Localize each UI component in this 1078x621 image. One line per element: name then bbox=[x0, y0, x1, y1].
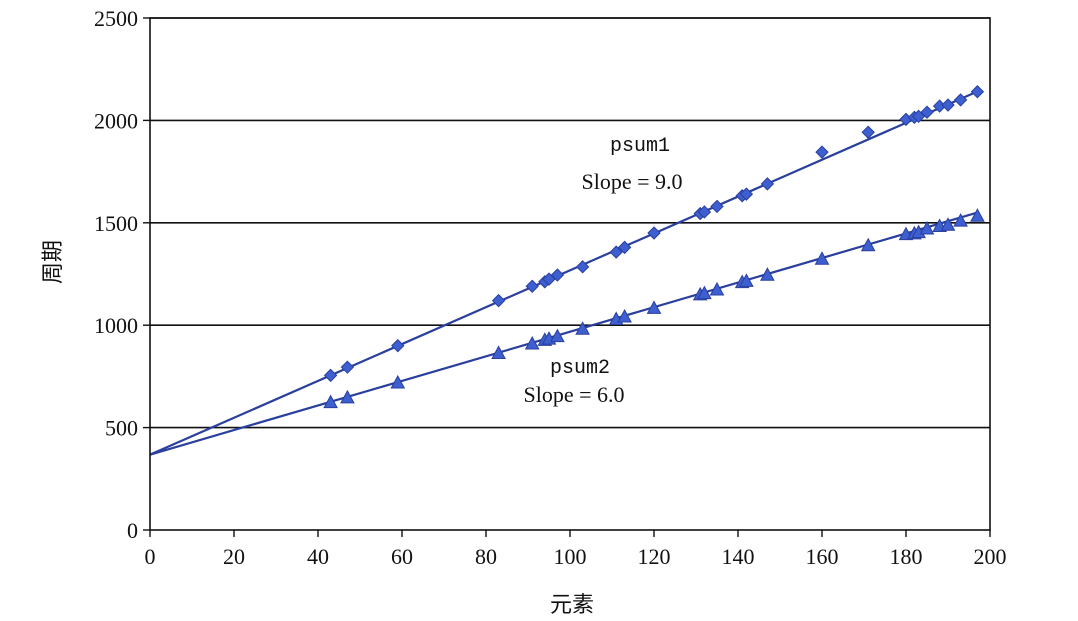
psum1-point-14 bbox=[710, 199, 724, 214]
psum2-point-4 bbox=[524, 335, 540, 350]
psum2-point-26 bbox=[953, 213, 968, 227]
psum2-point-17 bbox=[760, 267, 775, 281]
tick-label-x-100: 100 bbox=[554, 544, 587, 569]
psum1-point-3 bbox=[491, 293, 506, 308]
psum1-label: psum1 bbox=[610, 135, 670, 158]
psum1-point-16 bbox=[739, 187, 754, 201]
psum2-point-16 bbox=[739, 273, 754, 287]
tick-label-y-2000: 2000 bbox=[94, 108, 138, 133]
psum2-point-10 bbox=[617, 308, 632, 323]
psum2-point-11 bbox=[646, 300, 662, 314]
psum1-point-23 bbox=[920, 105, 934, 119]
x-axis-title: 元素 bbox=[550, 593, 594, 618]
tick-label-x-0: 0 bbox=[145, 544, 156, 569]
psum1-point-1 bbox=[340, 360, 355, 374]
psum1-point-2 bbox=[391, 338, 405, 353]
psum2-point-13 bbox=[697, 285, 712, 300]
psum1-point-7 bbox=[550, 268, 565, 282]
tick-label-x-120: 120 bbox=[638, 544, 671, 569]
tick-label-x-160: 160 bbox=[806, 544, 839, 569]
tick-label-x-180: 180 bbox=[890, 544, 923, 569]
psum1-point-8 bbox=[575, 260, 590, 274]
psum1-point-17 bbox=[760, 177, 775, 191]
psum1-point-0 bbox=[323, 368, 338, 383]
psum2-point-8 bbox=[575, 321, 590, 335]
plot-frame bbox=[149, 17, 991, 531]
tick-label-x-80: 80 bbox=[475, 544, 497, 569]
tick-label-x-60: 60 bbox=[391, 544, 413, 569]
psum2-point-23 bbox=[919, 220, 935, 235]
psum2-label: psum2 bbox=[550, 357, 610, 380]
tick-label-y-0: 0 bbox=[127, 518, 138, 543]
psum1-point-19 bbox=[861, 125, 875, 139]
psum2-point-19 bbox=[860, 237, 876, 252]
tick-label-x-200: 200 bbox=[974, 544, 1007, 569]
psum1-point-26 bbox=[953, 93, 968, 107]
axes bbox=[143, 17, 991, 537]
tick-label-x-40: 40 bbox=[307, 544, 329, 569]
tick-label-y-1000: 1000 bbox=[94, 313, 138, 338]
psum1-point-25 bbox=[941, 98, 955, 112]
psum1-point-27 bbox=[970, 85, 985, 99]
psum2-point-7 bbox=[550, 328, 565, 343]
psum1-fit-line bbox=[149, 90, 978, 456]
tick-labels: 0 500 1000 1500 2000 2500 0 20 40 60 80 100 120 140 16… bbox=[94, 6, 1007, 569]
psum2-point-3 bbox=[491, 345, 506, 359]
psum2-point-1 bbox=[340, 389, 355, 404]
psum2-point-18 bbox=[814, 251, 830, 265]
y-axis-title: 周期 bbox=[41, 240, 66, 284]
psum2-fit-line bbox=[149, 211, 978, 456]
tick-label-x-140: 140 bbox=[722, 544, 755, 569]
series-layer bbox=[149, 85, 985, 456]
psum2-point-14 bbox=[709, 281, 725, 296]
psum2-point-2 bbox=[390, 374, 406, 389]
psum1-slope-label: Slope = 9.0 bbox=[581, 169, 682, 194]
psum2-slope-label: Slope = 6.0 bbox=[523, 382, 624, 407]
series-psum1 bbox=[149, 85, 985, 456]
series-psum2 bbox=[149, 208, 985, 456]
psum1-point-4 bbox=[525, 279, 539, 293]
psum1-point-18 bbox=[815, 145, 829, 159]
psum1-point-11 bbox=[647, 226, 661, 240]
tick-label-y-500: 500 bbox=[105, 416, 138, 441]
tick-label-y-1500: 1500 bbox=[94, 211, 138, 236]
psum1-point-10 bbox=[617, 240, 632, 255]
psum2-point-0 bbox=[323, 394, 338, 409]
psum2-point-27 bbox=[970, 208, 985, 222]
tick-label-x-20: 20 bbox=[223, 544, 245, 569]
psum2-point-25 bbox=[940, 217, 956, 231]
tick-label-y-2500: 2500 bbox=[94, 6, 138, 31]
psum1-point-9 bbox=[609, 245, 623, 259]
psum1-point-13 bbox=[697, 205, 712, 219]
